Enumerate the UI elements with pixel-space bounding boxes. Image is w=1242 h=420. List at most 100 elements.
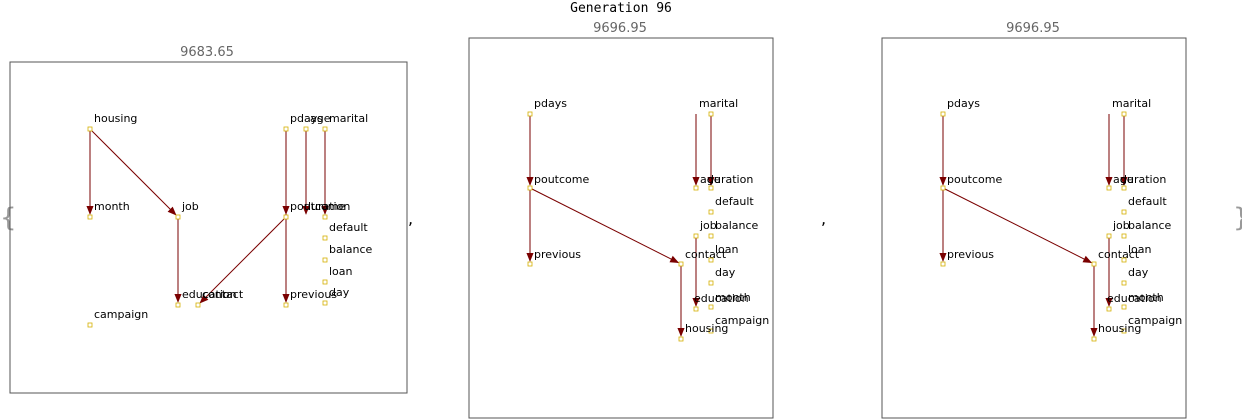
node-marital bbox=[322, 126, 328, 132]
edge-poutcome-contact bbox=[942, 187, 1093, 264]
node-previous bbox=[283, 302, 289, 308]
node-label-marital: marital bbox=[1112, 97, 1151, 110]
node-housing bbox=[87, 126, 93, 132]
node-balance bbox=[322, 257, 328, 263]
node-label-pdays: pdays bbox=[290, 112, 323, 125]
node-day bbox=[322, 300, 328, 306]
node-loan bbox=[1121, 257, 1127, 263]
edge-poutcome-contact bbox=[529, 187, 680, 264]
node-label-month: month bbox=[94, 200, 130, 213]
separator-1: , bbox=[408, 209, 413, 228]
node-marital bbox=[1121, 111, 1127, 117]
node-label-default: default bbox=[329, 221, 368, 234]
node-contact bbox=[1091, 261, 1097, 267]
node-label-contact: contact bbox=[1098, 248, 1140, 261]
node-label-day: day bbox=[1128, 266, 1149, 279]
node-label-poutcome: poutcome bbox=[290, 200, 345, 213]
panel-score: 9683.65 bbox=[180, 45, 234, 60]
node-label-month: month bbox=[1128, 291, 1164, 304]
edge-poutcome-contact bbox=[199, 216, 287, 304]
node-label-housing: housing bbox=[685, 322, 728, 335]
node-label-duration: duration bbox=[304, 200, 350, 213]
node-marital bbox=[708, 111, 714, 117]
node-age bbox=[1106, 185, 1112, 191]
node-label-previous: previous bbox=[947, 248, 994, 261]
node-label-job: job bbox=[699, 219, 717, 232]
node-previous bbox=[940, 261, 946, 267]
panel-frame bbox=[9, 61, 408, 394]
node-label-campaign: campaign bbox=[715, 314, 769, 327]
node-label-poutcome: poutcome bbox=[534, 173, 589, 186]
node-label-default: default bbox=[715, 195, 754, 208]
node-duration bbox=[1121, 185, 1127, 191]
node-pdays bbox=[283, 126, 289, 132]
node-label-campaign: campaign bbox=[1128, 314, 1182, 327]
node-label-day: day bbox=[715, 266, 736, 279]
node-pdays bbox=[940, 111, 946, 117]
node-label-education: education bbox=[694, 292, 749, 305]
node-campaign bbox=[87, 322, 93, 328]
node-poutcome bbox=[527, 185, 533, 191]
node-label-contact: contact bbox=[685, 248, 727, 261]
node-previous bbox=[527, 261, 533, 267]
node-month bbox=[1121, 304, 1127, 310]
node-campaign bbox=[708, 328, 714, 334]
node-education bbox=[1106, 306, 1112, 312]
panel-score: 9696.95 bbox=[1006, 21, 1060, 36]
node-label-housing: housing bbox=[1098, 322, 1141, 335]
panel-3: 9696.95 pdays poutcome previous marital agedu… bbox=[881, 21, 1187, 419]
node-label-marital: marital bbox=[699, 97, 738, 110]
node-loan bbox=[322, 279, 328, 285]
panel-frame bbox=[881, 37, 1187, 419]
node-label-age: age bbox=[310, 112, 331, 125]
node-label-duration: duration bbox=[1120, 173, 1166, 186]
node-contact bbox=[195, 302, 201, 308]
node-label-pdays: pdays bbox=[947, 97, 980, 110]
node-label-balance: balance bbox=[715, 219, 759, 232]
generation-title: Generation 96 bbox=[570, 1, 672, 16]
node-default bbox=[708, 209, 714, 215]
node-label-job: job bbox=[181, 200, 199, 213]
node-job bbox=[175, 214, 181, 220]
node-day bbox=[708, 280, 714, 286]
node-day bbox=[1121, 280, 1127, 286]
node-label-housing: housing bbox=[94, 112, 137, 125]
node-label-month: month bbox=[715, 291, 751, 304]
separator-2: , bbox=[821, 209, 826, 228]
node-poutcome bbox=[940, 185, 946, 191]
node-loan bbox=[708, 257, 714, 263]
node-label-balance: balance bbox=[1128, 219, 1172, 232]
node-label-marital: marital bbox=[329, 112, 368, 125]
node-label-duration: duration bbox=[707, 173, 753, 186]
node-education bbox=[175, 302, 181, 308]
node-label-previous: previous bbox=[290, 288, 337, 301]
close-brace: } bbox=[1233, 203, 1242, 233]
node-duration bbox=[708, 185, 714, 191]
node-label-pdays: pdays bbox=[534, 97, 567, 110]
node-label-age: age bbox=[1113, 173, 1134, 186]
node-label-contact: contact bbox=[202, 288, 244, 301]
node-month bbox=[708, 304, 714, 310]
node-contact bbox=[678, 261, 684, 267]
node-education bbox=[693, 306, 699, 312]
node-label-age: age bbox=[700, 173, 721, 186]
node-month bbox=[87, 214, 93, 220]
node-job bbox=[693, 233, 699, 239]
node-balance bbox=[708, 233, 714, 239]
node-label-loan: loan bbox=[329, 265, 353, 278]
node-campaign bbox=[1121, 328, 1127, 334]
node-label-campaign: campaign bbox=[94, 308, 148, 321]
panel-2: 9696.95 pdays poutcome previous marital agedu… bbox=[468, 21, 774, 419]
node-label-balance: balance bbox=[329, 243, 373, 256]
node-balance bbox=[1121, 233, 1127, 239]
node-job bbox=[1106, 233, 1112, 239]
panel-frame bbox=[468, 37, 774, 419]
node-label-previous: previous bbox=[534, 248, 581, 261]
edge-housing-job bbox=[89, 128, 177, 216]
node-housing bbox=[1091, 336, 1097, 342]
node-age bbox=[693, 185, 699, 191]
node-label-loan: loan bbox=[1128, 243, 1152, 256]
node-label-education: education bbox=[182, 288, 237, 301]
